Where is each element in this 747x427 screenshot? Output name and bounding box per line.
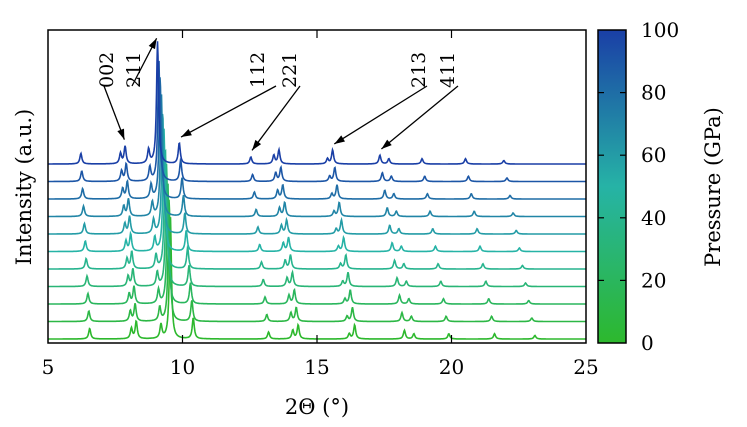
colorbar-tick-label: 100 [641, 18, 679, 42]
annotation-label-411: 411 [437, 52, 459, 88]
colorbar [597, 29, 627, 344]
x-tick-label: 10 [170, 355, 195, 379]
annotation-arrowhead-221 [252, 139, 262, 151]
annotation-arrowhead-002 [117, 128, 125, 140]
annotation-arrowhead-211 [148, 38, 157, 50]
trace-30-gpa [48, 163, 586, 288]
colorbar-tick-label: 60 [641, 143, 666, 167]
annotation-arrow-221 [251, 85, 301, 151]
peak-annotations: 002 211 112 221 213 411 [96, 37, 459, 151]
annotation-arrowhead-213 [334, 135, 346, 144]
annotation-label-221: 221 [279, 52, 301, 88]
trace-60-gpa [48, 113, 586, 235]
trace-80-gpa [48, 77, 586, 200]
colorbar-ticks: 0 20 40 60 80 100 [598, 18, 679, 355]
y-axis-label: Intensity (a.u.) [12, 109, 36, 265]
annotation-arrow-213 [333, 85, 428, 145]
trace-10-gpa [48, 199, 586, 323]
trace-70-gpa [48, 94, 586, 218]
colorbar-tick-label: 40 [641, 206, 666, 230]
annotation-label-112: 112 [247, 52, 269, 88]
annotation-label-002: 002 [96, 52, 118, 88]
trace-50-gpa [48, 128, 586, 253]
trace-40-gpa [48, 149, 586, 270]
colorbar-label: Pressure (GPa) [701, 107, 725, 267]
annotation-label-213: 213 [408, 52, 430, 88]
colorbar-tick-label: 80 [641, 81, 666, 105]
trace-90-gpa [48, 60, 586, 183]
diffraction-traces [48, 41, 586, 340]
x-tick-label: 20 [439, 355, 464, 379]
x-axis-label: 2Θ (°) [285, 395, 349, 419]
trace-20-gpa [48, 183, 586, 305]
x-axis-ticks: 5 10 15 20 25 [42, 30, 599, 379]
annotation-label-211: 211 [123, 52, 145, 88]
x-tick-label: 15 [304, 355, 329, 379]
annotation-arrowhead-411 [381, 139, 392, 149]
x-tick-label: 5 [42, 355, 55, 379]
colorbar-tick-label: 0 [641, 331, 654, 355]
trace-100-gpa [48, 41, 586, 165]
annotation-arrowhead-112 [181, 128, 192, 138]
colorbar-tick-label: 20 [641, 268, 666, 292]
x-tick-label: 25 [573, 355, 598, 379]
annotation-arrow-411 [381, 85, 459, 150]
annotation-arrow-112 [180, 85, 277, 138]
